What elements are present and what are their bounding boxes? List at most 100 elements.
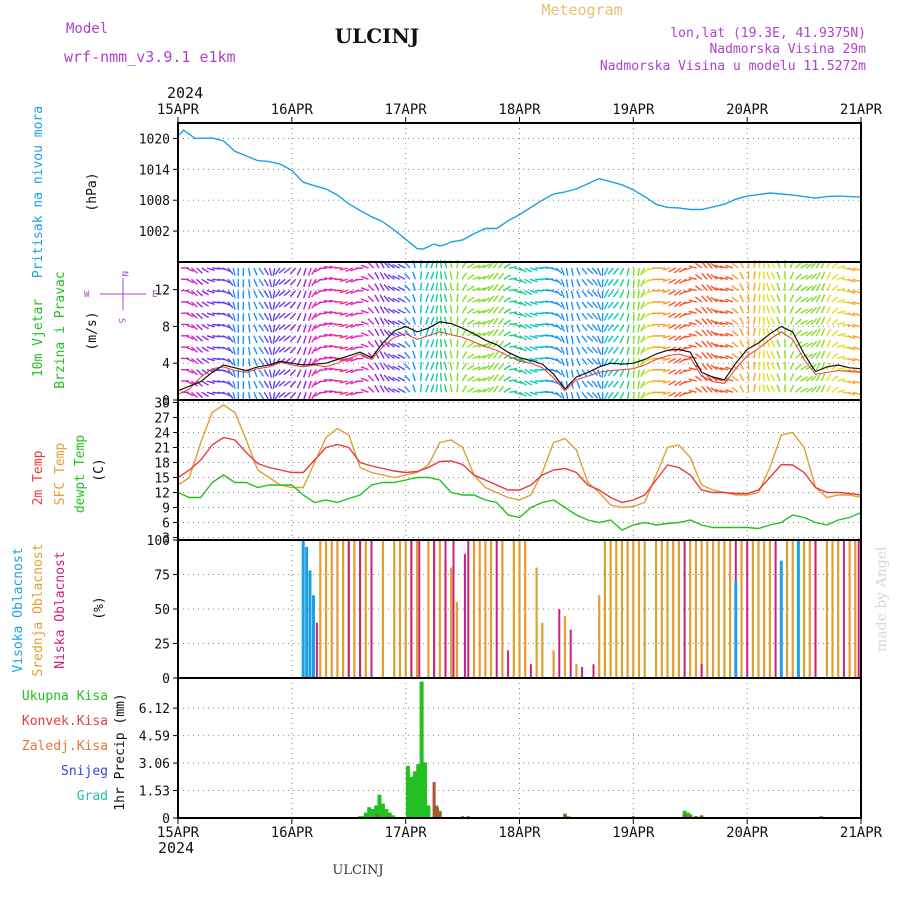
wind-arrow [524,267,533,273]
wind-arrow [837,378,846,382]
wind-arrow [795,273,802,280]
wind-arrow [360,275,369,280]
precip-total-bar [374,805,379,818]
wind-arrow [731,285,739,292]
wind-arrow [278,301,286,308]
wind-arrow [392,297,400,303]
wind-arrow [714,264,723,269]
wind-arrow [222,346,231,352]
low-cloud-bar [315,622,318,678]
wind-arrow [701,351,708,359]
wind-arrow [789,294,795,303]
wind-arrow [529,278,538,283]
wind-arrow [529,369,538,373]
wind-arrow [487,340,495,348]
wind-arrow [387,387,395,393]
wind-arrow [258,267,265,276]
year-top: 2024 [167,84,203,102]
wind-arrow [619,391,625,400]
wind-arrow [435,339,439,348]
wind-arrow [196,267,203,274]
wind-arrow [612,335,619,343]
wind-arrow [345,357,354,363]
wind-arrow [662,335,671,339]
wind-arrow [581,267,588,275]
wind-arrow [449,372,453,382]
wind-arrow [710,330,718,337]
wind-arrow [731,318,739,326]
mid-cloud-bar [632,540,635,678]
wind-arrow [467,342,475,348]
wind-arrow [714,388,723,393]
wind-arrow [449,271,453,280]
wind-arrow [725,321,734,326]
wind-arrow [550,312,559,317]
wind-arrow [492,294,499,303]
wind-arrow [607,301,614,309]
wind-arrow [383,351,390,359]
wind-arrow [503,296,511,303]
wind-arrow [770,350,776,359]
sfc-line [177,404,862,509]
wind-arrow [397,274,406,280]
wind-arrow [626,301,630,310]
wind-arrow [227,290,234,298]
wind-arrow [387,319,395,326]
precip-convective-bar [563,813,567,818]
wind-arrow [710,364,718,371]
wind-arrow [274,369,281,377]
wind-arrow [355,289,364,292]
wind-arrow [360,298,369,303]
wind-arrow [560,312,565,321]
precip-legend-conv: Konvek.Kisa [22,714,108,729]
wind-arrow [753,293,756,303]
wind-arrow [603,312,609,321]
wind-arrow [776,350,781,359]
wind-arrow [586,380,594,388]
wind-arrow [731,262,739,269]
wind-arrow [710,308,718,314]
wind-arrow [529,335,538,339]
wind-arrow [232,346,236,355]
wind-arrow [232,358,236,367]
wind-arrow [374,328,380,337]
wind-arrow [367,363,375,371]
precip-total-bar [391,815,396,818]
wind-arrow [503,263,511,269]
wind-arrow [529,301,538,305]
wind-arrow [831,284,839,292]
wind-arrow [770,317,776,325]
low-cloud-bar [467,540,470,678]
wind-arrow [472,355,481,360]
wind-arrow [753,384,756,393]
wind-arrow [404,284,411,292]
wind-arrow [706,385,713,393]
wind-arrow [852,323,861,328]
wind-arrow [815,373,821,382]
wind-arrow [472,343,481,348]
wind-arrow [519,369,527,375]
year-bottom: 2024 [158,839,194,857]
wind-arrow [694,273,703,280]
wind-arrow [852,335,861,339]
wind-arrow [274,346,281,355]
wind-arrow [374,362,380,371]
wind-arrow [596,335,602,344]
wind-arrow [360,287,369,292]
wind-arrow [560,279,565,287]
wind-arrow [435,384,439,393]
wind-arrow [404,306,411,314]
wind-arrow [565,358,569,367]
wind-arrow [766,282,771,291]
cloud-panel: 100 75 50 25 0 [147,534,862,687]
wind-arrow [430,282,435,291]
wind-arrow [435,327,439,336]
wind-arrow [529,312,538,317]
wind-arrow [283,380,291,387]
wind-arrow [253,324,258,333]
wind-arrow [683,391,692,395]
wind-arrow [268,392,273,401]
wind-arrow [640,278,646,287]
wind-arrow [339,267,348,271]
wind-arrow [487,261,495,269]
